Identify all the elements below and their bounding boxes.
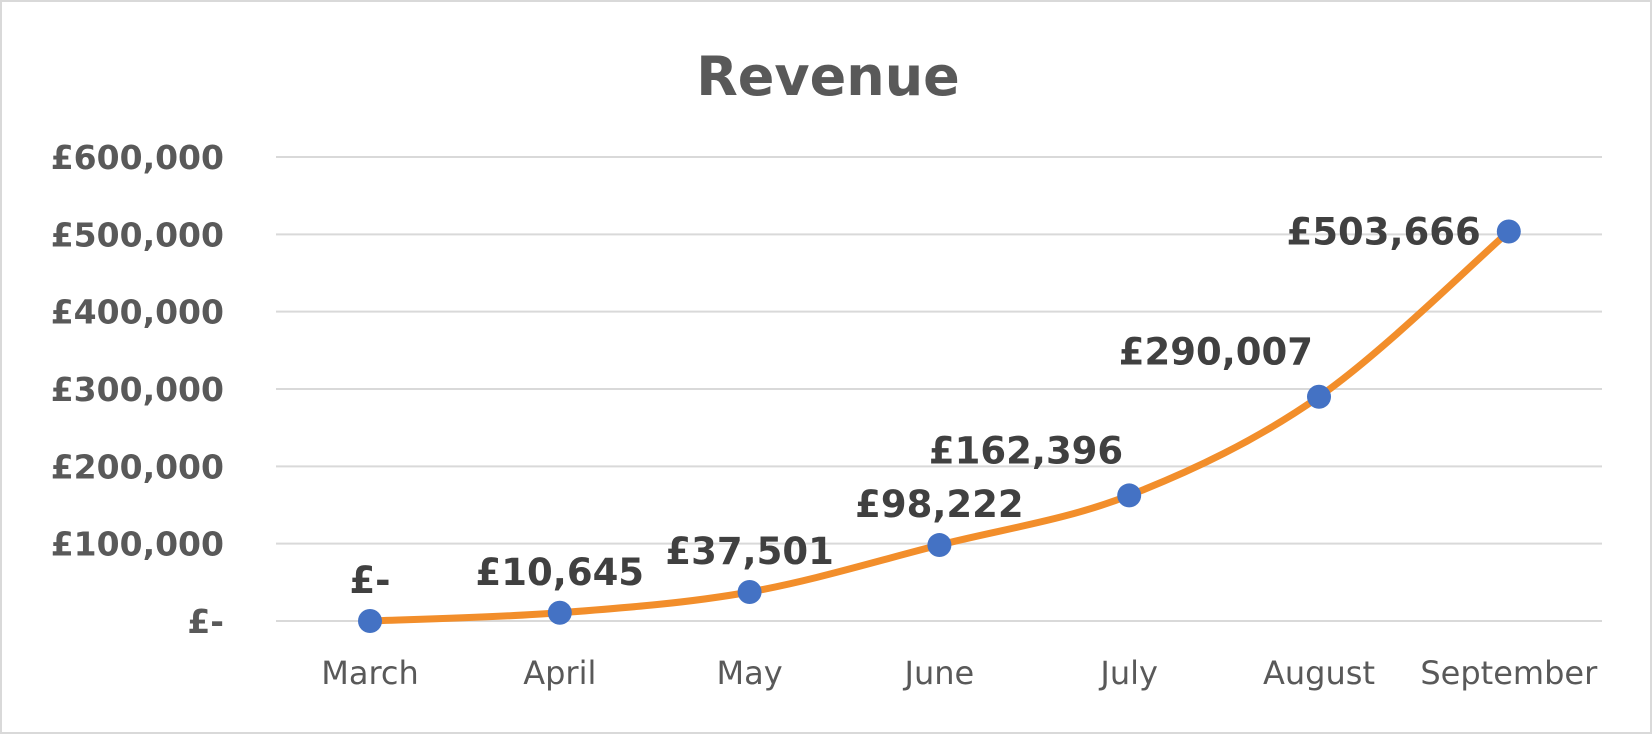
chart-title: Revenue <box>696 45 960 108</box>
data-points <box>358 219 1521 633</box>
y-tick-label: £600,000 <box>51 138 224 177</box>
x-tick-label: March <box>321 654 419 692</box>
gridlines <box>276 156 1602 622</box>
data-label: £162,396 <box>929 429 1123 472</box>
y-tick-label: £- <box>187 602 224 641</box>
x-tick-label: June <box>903 654 975 692</box>
y-tick-label: £100,000 <box>51 525 224 564</box>
data-label: £- <box>349 559 390 602</box>
data-point <box>1496 219 1521 244</box>
data-point <box>547 600 572 625</box>
y-tick-label: £200,000 <box>51 447 224 486</box>
data-label: £10,645 <box>476 551 645 594</box>
data-point <box>1307 384 1331 409</box>
y-axis-ticks: £- £100,000 £200,000 £300,000 £400,000 £500,0… <box>51 138 224 641</box>
y-tick-label: £500,000 <box>51 215 224 254</box>
y-tick-label: £300,000 <box>51 370 224 409</box>
data-label: £503,666 <box>1287 210 1481 253</box>
x-tick-label: September <box>1420 654 1598 692</box>
x-tick-label: July <box>1098 654 1158 692</box>
x-tick-label: May <box>717 654 783 692</box>
data-label: £98,222 <box>855 483 1024 526</box>
data-point <box>927 533 952 558</box>
x-axis-ticks: March April May June July August September <box>321 654 1598 692</box>
y-tick-label: £400,000 <box>51 293 224 332</box>
data-labels: £- £10,645 £37,501 £98,222 £162,396 £290,007 £… <box>349 210 1480 602</box>
data-label: £290,007 <box>1119 331 1313 374</box>
x-tick-label: April <box>523 654 596 692</box>
data-point <box>358 609 382 633</box>
data-label: £37,501 <box>665 530 834 573</box>
data-point <box>1117 483 1142 508</box>
x-tick-label: August <box>1263 654 1375 692</box>
data-point <box>737 579 762 604</box>
